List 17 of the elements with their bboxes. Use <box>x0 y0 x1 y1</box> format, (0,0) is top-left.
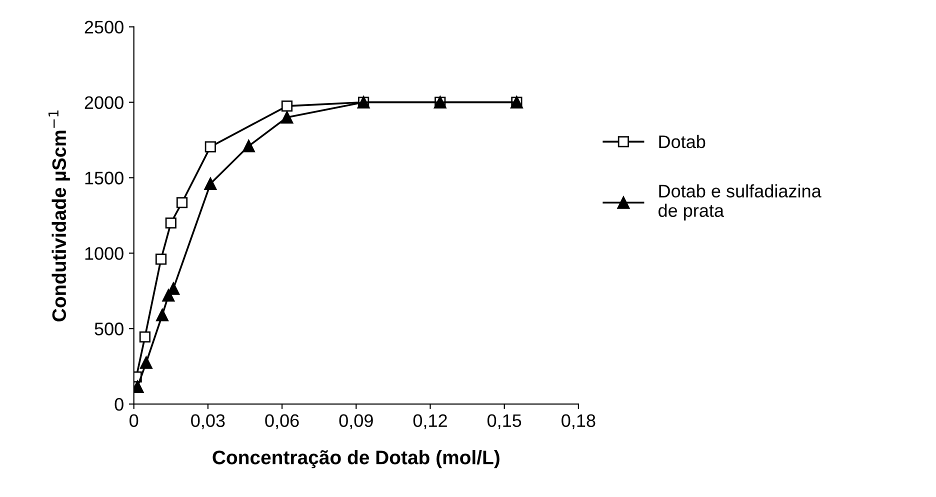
y-tick-label: 1500 <box>85 172 124 184</box>
x-tick-label: 0,15 <box>487 414 522 430</box>
y-tick-label: 0 <box>114 398 124 411</box>
y-tick-label: 2500 <box>84 20 124 34</box>
x-tick-label: 0 <box>130 414 138 428</box>
x-tick-label: 0,09 <box>339 414 373 430</box>
legend-label: Dotab e sulfadiazina de prata <box>658 184 822 221</box>
x-tick-label: 0,18 <box>562 414 596 430</box>
y-tick-label: 500 <box>94 322 124 336</box>
legend-label: Dotab <box>659 134 706 148</box>
y-axis-title: Condutividade µScm$^{−1}$ <box>48 110 70 322</box>
x-tick-label: 0,12 <box>413 414 447 430</box>
y-tick-label: 2000 <box>84 96 124 110</box>
x-axis-title: Concentração de Dotab (mol/L) <box>212 450 500 468</box>
x-tick-label: 0,03 <box>191 414 225 430</box>
x-tick-label: 0,06 <box>265 414 299 430</box>
y-tick-label: 1000 <box>85 247 124 260</box>
